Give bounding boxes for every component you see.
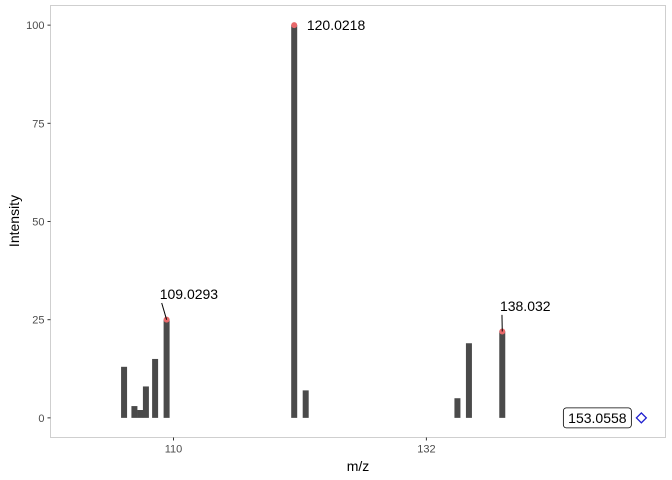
peak-label-2: 138.032 (500, 298, 551, 314)
spectrum-bar-2 (137, 410, 144, 418)
y-axis-title: Intensity (6, 195, 22, 247)
spectrum-bar-0 (121, 366, 128, 418)
spectrum-bar-1 (131, 406, 138, 418)
spectrum-bar-4 (152, 358, 159, 418)
peak-label-0: 109.0293 (160, 286, 219, 302)
y-tick-label-0: 0 (38, 413, 44, 425)
peak-label-1: 120.0218 (307, 17, 366, 33)
y-tick-label-3: 75 (32, 118, 44, 130)
x-tick-label-1: 132 (417, 444, 435, 456)
spectrum-bar-7 (302, 390, 309, 418)
x-tick-label-0: 110 (165, 444, 183, 456)
y-tick-label-2: 50 (32, 217, 44, 229)
peak-leader-line-0 (161, 302, 168, 320)
y-tick-label-1: 25 (32, 315, 44, 327)
bars-layer (121, 25, 506, 418)
spectrum-bar-3 (142, 386, 149, 418)
precursor-label-box (562, 407, 632, 429)
precursor-label: 153.0558 (568, 410, 627, 426)
spectrum-bar-8 (454, 398, 461, 418)
spectrum-bar-5 (163, 319, 170, 418)
precursor-marker (635, 411, 648, 424)
x-axis-title: m/z (347, 458, 370, 474)
y-axis-ticks: 0 25 50 75 100 (26, 20, 51, 425)
panel-border (50, 5, 666, 438)
spectrum-bar-9 (465, 343, 472, 418)
markers-layer (163, 22, 648, 424)
spectrum-bar-6 (291, 25, 298, 418)
y-tick-label-4: 100 (26, 20, 44, 32)
peak-marker-1 (291, 22, 298, 29)
labels-layer: 109.0293 120.0218 138.032 153.0558 (160, 17, 632, 429)
x-axis-ticks: 110 132 (165, 437, 436, 456)
spectrum-bar-10 (499, 331, 506, 418)
